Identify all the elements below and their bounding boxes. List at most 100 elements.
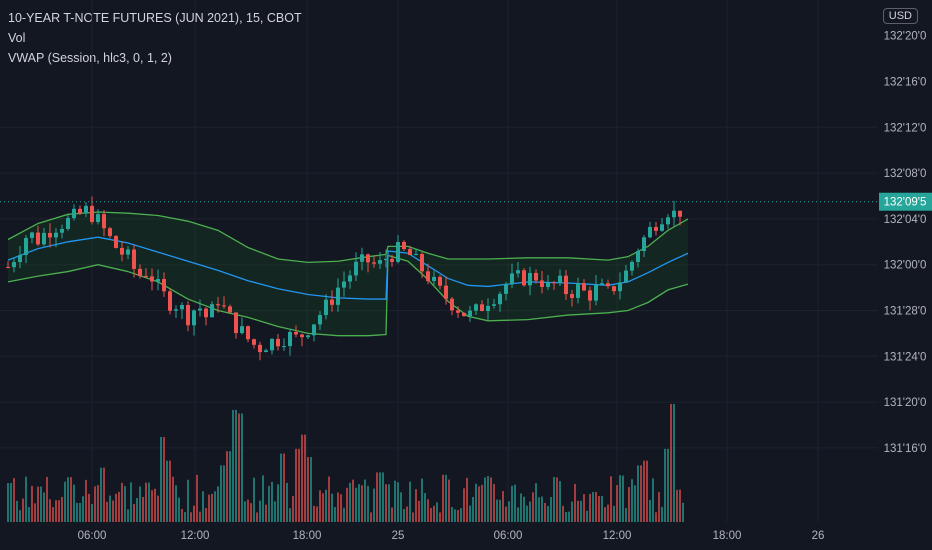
volume-bar — [655, 512, 657, 522]
candle-body — [150, 276, 154, 282]
volume-bar — [175, 485, 177, 522]
volume-bar — [277, 484, 279, 522]
price-tick-label: 132'16'0 — [884, 77, 927, 89]
candle-body — [222, 305, 226, 307]
volume-bar — [385, 484, 387, 522]
volume-bar — [313, 505, 315, 522]
volume-bar — [130, 482, 132, 522]
volume-bar — [454, 509, 456, 522]
candle-body — [654, 226, 658, 231]
volume-bar — [259, 500, 261, 522]
volume-bar — [22, 498, 24, 522]
volume-bar — [523, 496, 525, 522]
volume-bar — [628, 487, 630, 522]
candle-body — [234, 312, 238, 334]
volume-bar — [499, 499, 501, 522]
candle-body — [270, 338, 274, 351]
volume-bar — [331, 493, 333, 522]
volume-bar — [658, 492, 660, 522]
volume-bar — [160, 437, 162, 522]
time-tick-label: 12:00 — [181, 530, 210, 542]
volume-bar — [466, 477, 468, 522]
volume-bar — [97, 485, 99, 522]
volume-bar — [589, 493, 591, 522]
candle-body — [210, 304, 214, 318]
volume-bar — [406, 506, 408, 522]
volume-bar — [34, 503, 36, 522]
volume-bar — [109, 495, 111, 522]
volume-bar — [70, 477, 72, 522]
last-price-label: 132'09'5 — [884, 197, 927, 209]
volume-bar — [415, 489, 417, 522]
volume-bar — [343, 507, 345, 522]
candle-body — [156, 279, 160, 282]
volume-bar — [196, 474, 198, 522]
volume-bar — [40, 486, 42, 522]
time-tick-label: 25 — [392, 530, 405, 542]
candle-body — [192, 310, 196, 326]
volume-bar — [322, 493, 324, 522]
volume-bar — [202, 491, 204, 522]
volume-bar — [634, 485, 636, 522]
price-tick-label: 131'28'0 — [884, 306, 927, 318]
volume-bar — [649, 500, 651, 522]
volume-bar — [7, 483, 9, 522]
candle-body — [462, 312, 466, 317]
candle-body — [258, 344, 262, 353]
volume-bar — [352, 479, 354, 522]
candle-body — [318, 315, 322, 325]
volume-bar — [85, 479, 87, 522]
volume-bar — [460, 508, 462, 522]
volume-bar — [670, 404, 672, 522]
volume-bar — [496, 499, 498, 522]
currency-button[interactable]: USD — [882, 8, 918, 24]
vwap-indicator-label[interactable]: VWAP (Session, hlc3, 0, 1, 2) — [8, 51, 172, 65]
candle-body — [138, 268, 142, 276]
candle-body — [288, 332, 292, 347]
symbol-title[interactable]: 10-YEAR T-NOTE FUTURES (JUN 2021), 15, C… — [8, 11, 302, 25]
price-tick-label: 131'20'0 — [884, 397, 927, 409]
volume-bar — [235, 409, 237, 522]
candle-body — [666, 217, 670, 225]
volume-bar — [631, 479, 633, 522]
volume-bar — [241, 413, 243, 522]
candle-body — [420, 253, 424, 272]
candle-body — [204, 308, 208, 318]
time-tick-label: 18:00 — [293, 530, 322, 542]
volume-bar — [289, 508, 291, 522]
candle-body — [120, 247, 124, 255]
candle-body — [414, 253, 418, 256]
volume-bar — [124, 486, 126, 522]
volume-bar — [91, 504, 93, 522]
volume-bar — [622, 475, 624, 522]
candle-body — [390, 258, 394, 262]
volume-bar — [364, 479, 366, 522]
candle-body — [342, 281, 346, 288]
candle-body — [516, 270, 520, 274]
candle-body — [162, 279, 166, 292]
candle-body — [450, 298, 454, 311]
volume-bar — [25, 476, 27, 522]
candle-body — [54, 232, 58, 238]
candle-body — [522, 270, 526, 286]
candle-body — [96, 214, 100, 223]
volume-bar — [139, 486, 141, 522]
volume-bar — [106, 501, 108, 522]
volume-bar — [511, 485, 513, 522]
volume-indicator-label[interactable]: Vol — [8, 31, 26, 45]
volume-bar — [79, 502, 81, 522]
volume-bar — [298, 448, 300, 522]
candle-body — [330, 299, 334, 305]
volume-bar — [436, 502, 438, 522]
candle-body — [408, 249, 412, 256]
volume-bar — [661, 506, 663, 522]
volume-bar — [316, 506, 318, 522]
volume-bar — [598, 496, 600, 522]
candle-body — [540, 280, 544, 287]
candle-body — [354, 261, 358, 276]
volume-bar — [568, 511, 570, 522]
price-tick-label: 132'12'0 — [884, 122, 927, 134]
volume-bar — [76, 503, 78, 522]
volume-bar — [295, 448, 297, 522]
